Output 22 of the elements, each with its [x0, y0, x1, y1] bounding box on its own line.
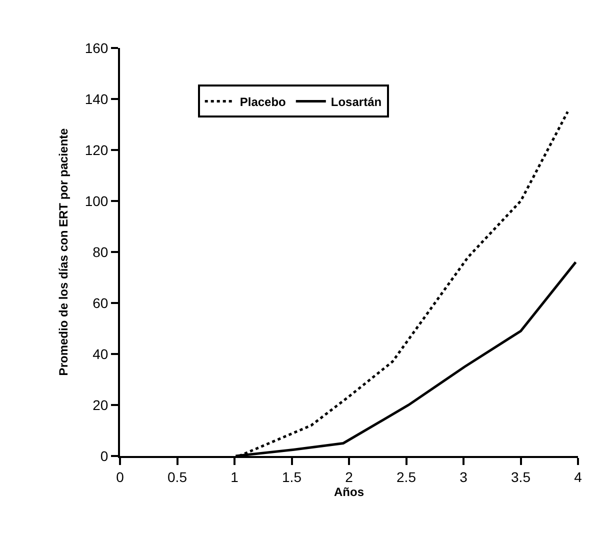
y-axis-title: Promedio de los días con ERT por paciente — [56, 128, 71, 376]
x-tick-label: 3 — [460, 468, 468, 485]
x-tick-label: 2 — [345, 468, 354, 485]
x-tick-label: 4 — [574, 468, 582, 485]
y-tick-label: 60 — [92, 294, 108, 311]
y-tick-label: 120 — [84, 142, 108, 158]
y-tick-label: 160 — [84, 40, 108, 56]
y-tick-label: 140 — [84, 90, 108, 107]
y-tick-label: 100 — [84, 192, 108, 209]
x-tick-label: 1 — [230, 468, 239, 485]
legend-label: Placebo — [240, 94, 286, 109]
y-tick-label: 20 — [92, 396, 108, 413]
x-tick-label: 2.5 — [396, 468, 416, 485]
x-axis-title: Años — [334, 485, 364, 500]
y-tick-label: 80 — [92, 244, 108, 260]
legend-label: Losartán — [330, 94, 382, 109]
x-tick-label: 0.5 — [168, 468, 188, 485]
y-tick-label: 40 — [92, 346, 108, 362]
x-tick-label: 3.5 — [511, 468, 531, 485]
y-tick-label: 0 — [100, 448, 108, 464]
x-tick-label: 0 — [116, 468, 124, 485]
x-tick-label: 1.5 — [282, 468, 302, 485]
